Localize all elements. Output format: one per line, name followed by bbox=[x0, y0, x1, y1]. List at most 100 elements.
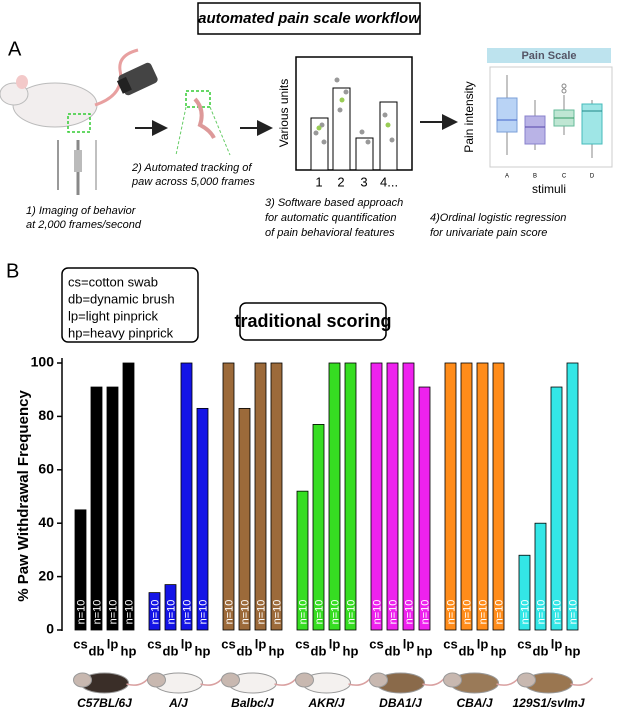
bar-annotation: n=10 bbox=[165, 600, 177, 625]
x-tick-label: lp bbox=[181, 636, 193, 651]
box-plot-illustration bbox=[489, 66, 613, 168]
bar-annotation: n=10 bbox=[371, 600, 383, 625]
chart-title-box bbox=[239, 302, 387, 341]
axis-label: Various units bbox=[277, 79, 291, 147]
bar bbox=[106, 386, 119, 631]
bar bbox=[164, 584, 177, 631]
x-tick-label: db bbox=[163, 643, 179, 658]
bar-annotation: n=10 bbox=[493, 600, 505, 625]
mouse-tail bbox=[126, 677, 150, 686]
bar-annotation: n=10 bbox=[445, 600, 457, 625]
bar-annotation: n=10 bbox=[387, 600, 399, 625]
axis-label: stimuli bbox=[532, 182, 566, 196]
mouse-illustration bbox=[0, 48, 158, 195]
bar-annotation: n=10 bbox=[149, 600, 161, 625]
x-tick-label: db bbox=[237, 643, 253, 658]
bar-annotation: n=10 bbox=[477, 600, 489, 625]
bar-annotation: n=10 bbox=[181, 600, 193, 625]
mouse-tail bbox=[496, 677, 520, 686]
figure-title: automated pain scale workflow bbox=[198, 10, 421, 27]
x-tick-label: db bbox=[89, 643, 105, 658]
bar bbox=[460, 362, 473, 631]
y-tick-label: 20 bbox=[38, 567, 54, 583]
bar bbox=[402, 362, 415, 631]
y-tick-label: 100 bbox=[31, 354, 55, 370]
bar bbox=[270, 362, 283, 631]
bar-annotation: n=10 bbox=[75, 600, 87, 625]
tick-label: D bbox=[590, 174, 595, 180]
software-plot bbox=[295, 56, 413, 171]
bar-annotation: n=10 bbox=[403, 600, 415, 625]
mouse-tail bbox=[274, 677, 298, 686]
y-tick-label: 80 bbox=[38, 407, 54, 423]
step-caption: at 2,000 frames/second bbox=[26, 219, 142, 231]
bar bbox=[370, 362, 383, 631]
mouse-icon bbox=[443, 672, 520, 694]
bar bbox=[476, 362, 489, 631]
bar-annotation: n=10 bbox=[297, 600, 309, 625]
bar bbox=[122, 362, 135, 631]
bar bbox=[492, 362, 505, 631]
tick-label: A bbox=[505, 174, 509, 180]
x-tick-label: hp bbox=[121, 643, 137, 658]
bar-annotation: n=10 bbox=[107, 600, 119, 625]
group-label: DBA1/J bbox=[379, 696, 422, 710]
bar-annotation: n=10 bbox=[123, 600, 135, 625]
x-tick-label: db bbox=[385, 643, 401, 658]
bar bbox=[418, 386, 431, 631]
bar bbox=[518, 554, 531, 631]
mouse-icon bbox=[147, 672, 224, 694]
y-axis-label: % Paw Withdrawal Frequency bbox=[15, 390, 32, 602]
step-caption: of pain behavioral features bbox=[265, 227, 395, 239]
bar bbox=[566, 362, 579, 631]
step-caption: 2) Automated tracking of bbox=[131, 162, 252, 174]
x-tick-label: hp bbox=[195, 643, 211, 658]
mouse-head bbox=[517, 672, 536, 688]
x-tick-label: db bbox=[459, 643, 475, 658]
bar-annotation: n=10 bbox=[419, 600, 431, 625]
step-caption: for univariate pain score bbox=[430, 227, 547, 239]
bar bbox=[238, 407, 251, 631]
bar bbox=[386, 362, 399, 631]
step-caption: 3) Software based approach bbox=[265, 197, 403, 209]
bar bbox=[296, 490, 309, 631]
bar-annotation: n=10 bbox=[329, 600, 341, 625]
panel-label: B bbox=[6, 260, 19, 282]
bar bbox=[222, 362, 235, 631]
legend-box bbox=[61, 267, 199, 343]
x-tick-label: lp bbox=[551, 636, 563, 651]
bar-annotation: n=10 bbox=[519, 600, 531, 625]
bar-annotation: n=10 bbox=[313, 600, 325, 625]
x-tick-label: lp bbox=[107, 636, 119, 651]
chart-title: traditional scoring bbox=[234, 311, 391, 331]
bar bbox=[328, 362, 341, 631]
legend-entry: lp=light pinprick bbox=[68, 308, 158, 323]
x-tick-label: lp bbox=[329, 636, 341, 651]
bar-annotation: n=10 bbox=[567, 600, 579, 625]
mouse-tail bbox=[348, 677, 372, 686]
mouse-icon bbox=[221, 672, 298, 694]
x-tick-label: lp bbox=[477, 636, 489, 651]
y-tick-label: 40 bbox=[38, 514, 54, 530]
x-tick-label: cs bbox=[295, 636, 309, 651]
group-label: 129S1/svImJ bbox=[512, 696, 584, 710]
panel-label: A bbox=[8, 38, 22, 60]
mouse-head bbox=[295, 672, 314, 688]
plot-title: Pain Scale bbox=[521, 50, 576, 62]
x-tick-label: cs bbox=[369, 636, 383, 651]
y-tick-label: 0 bbox=[46, 621, 54, 637]
x-tick-label: cs bbox=[221, 636, 235, 651]
bar-annotation: n=10 bbox=[345, 600, 357, 625]
group-label: Balbc/J bbox=[231, 696, 274, 710]
x-tick-label: cs bbox=[517, 636, 531, 651]
axis-label: Pain intensity bbox=[462, 81, 476, 152]
mouse-head bbox=[147, 672, 166, 688]
bar-annotation: n=10 bbox=[197, 600, 209, 625]
x-tick-label: lp bbox=[403, 636, 415, 651]
mouse-head bbox=[443, 672, 462, 688]
x-tick-label: cs bbox=[73, 636, 87, 651]
legend-entry: cs=cotton swab bbox=[68, 274, 158, 289]
bar-annotation: n=10 bbox=[551, 600, 563, 625]
bar-annotation: n=10 bbox=[255, 600, 267, 625]
mouse-tail bbox=[570, 677, 594, 686]
